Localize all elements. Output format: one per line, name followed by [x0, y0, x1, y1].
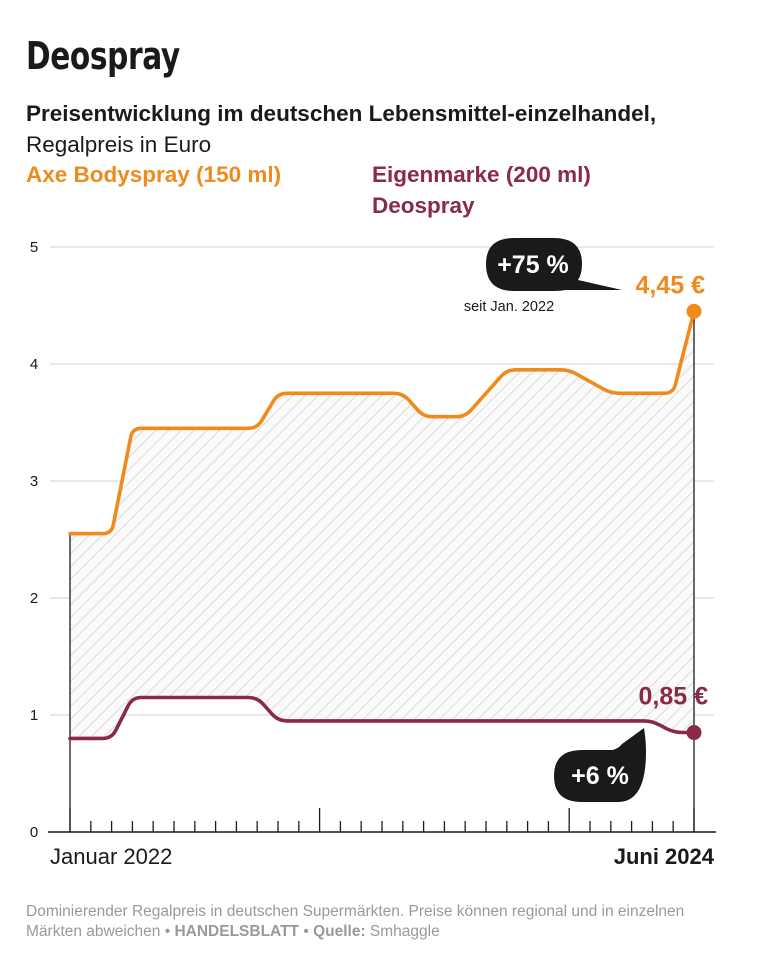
- footer-separator: •: [299, 923, 314, 940]
- series-layer: [68, 303, 702, 741]
- eigen-change-label: +6 %: [571, 762, 629, 790]
- subtitle-bold: Preisentwicklung im deutschen Lebensmitt…: [26, 101, 657, 126]
- footer-source-label: Quelle:: [313, 923, 366, 940]
- annotation-layer: 4,45 € 0,85 € +75 % seit Jan. 2022 +6 %: [464, 238, 708, 802]
- axe-line-end-point: [686, 303, 702, 319]
- y-tick-label: 1: [30, 707, 38, 724]
- y-tick-label: 4: [30, 356, 38, 373]
- eigenmarke-line: [68, 695, 696, 741]
- y-tick-label: 2: [30, 590, 38, 607]
- legend-eigen: Eigenmarke (200 ml) Deospray: [372, 162, 591, 218]
- legend-axe: Axe Bodyspray (150 ml): [26, 162, 282, 187]
- footer-note: Dominierender Regalpreis in deutschen Su…: [26, 902, 726, 942]
- axe-change-label: +75 %: [497, 251, 569, 279]
- footer-source: Smhaggle: [365, 923, 440, 940]
- footer-text: Dominierender Regalpreis in deutschen Su…: [26, 903, 685, 940]
- y-tick-label: 5: [30, 239, 38, 256]
- axe-line: [68, 309, 696, 536]
- chart-subtitle: Preisentwicklung im deutschen Lebensmitt…: [26, 98, 666, 160]
- subtitle-normal: Regalpreis in Euro: [26, 132, 212, 157]
- y-tick-label: 3: [30, 473, 38, 490]
- x-label-end: Juni 2024: [614, 844, 715, 869]
- y-tick-label: 0: [30, 824, 38, 841]
- eigen-change-bubble: [554, 728, 646, 802]
- axe-change-note: seit Jan. 2022: [464, 299, 554, 315]
- x-label-start: Januar 2022: [50, 844, 172, 869]
- price-chart: 0 1 2 3 4 5 Januar 2022 Juni 2024 4,45 € 0,85 € +…: [30, 238, 716, 869]
- axe-change-bubble: [486, 238, 622, 291]
- eigen-value-label: 0,85 €: [638, 683, 708, 711]
- axe-value-label: 4,45 €: [635, 271, 705, 299]
- difference-band: [70, 311, 694, 739]
- eigenmarke-line-end-point: [686, 725, 702, 741]
- axis-layer: 0 1 2 3 4 5 Januar 2022 Juni 2024: [30, 239, 716, 869]
- footer-brand: HANDELSBLATT: [174, 923, 300, 940]
- chart-title: Deospray: [26, 34, 180, 78]
